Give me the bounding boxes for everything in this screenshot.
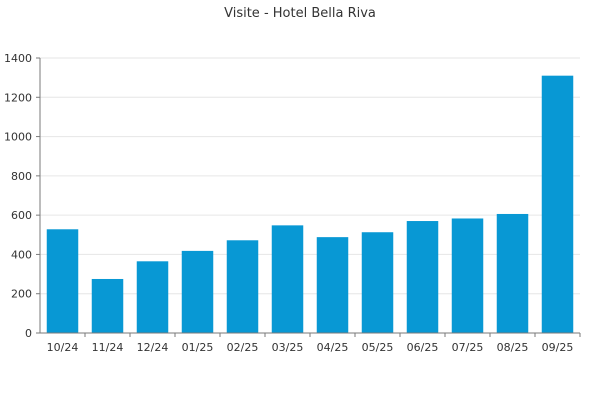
- x-tick-label: 05/25: [362, 341, 394, 354]
- bar-10-24: [46, 229, 79, 333]
- bars: [46, 75, 574, 333]
- x-tick-label: 02/25: [227, 341, 259, 354]
- gridlines: [40, 57, 580, 295]
- bar-12-24: [136, 261, 169, 333]
- bar-03-25: [271, 225, 304, 333]
- y-tick-label: 1200: [4, 91, 32, 104]
- y-tick-label: 0: [25, 327, 32, 340]
- bar-01-25: [181, 250, 214, 333]
- y-axis-ticks: 0 200 400 600 800 1000 1200 1400: [4, 52, 40, 340]
- x-tick-label: 04/25: [317, 341, 349, 354]
- x-tick-label: 03/25: [272, 341, 304, 354]
- y-tick-label: 200: [11, 288, 32, 301]
- y-tick-label: 400: [11, 248, 32, 261]
- bar-05-25: [361, 232, 394, 333]
- x-tick-label: 07/25: [452, 341, 484, 354]
- chart-title: Visite - Hotel Bella Riva: [224, 6, 376, 21]
- bar-09-25: [541, 75, 574, 333]
- x-tick-label: 12/24: [137, 341, 169, 354]
- x-tick-label: 11/24: [92, 341, 124, 354]
- bar-04-25: [316, 237, 349, 333]
- bar-08-25: [496, 213, 529, 333]
- x-tick-label: 08/25: [497, 341, 529, 354]
- y-tick-label: 1000: [4, 131, 32, 144]
- x-tick-label: 09/25: [542, 341, 574, 354]
- x-tick-label: 06/25: [407, 341, 439, 354]
- bar-07-25: [451, 218, 484, 333]
- y-tick-label: 1400: [4, 52, 32, 65]
- bar-06-25: [406, 221, 439, 333]
- y-tick-label: 600: [11, 209, 32, 222]
- bar-11-24: [91, 278, 124, 333]
- x-tick-label: 01/25: [182, 341, 214, 354]
- bar-02-25: [226, 240, 259, 333]
- x-axis-ticks: 10/24 11/24 12/24 01/25 02/25 03/25 04/25 05/25…: [47, 333, 581, 354]
- y-tick-label: 800: [11, 170, 32, 183]
- x-tick-label: 10/24: [47, 341, 79, 354]
